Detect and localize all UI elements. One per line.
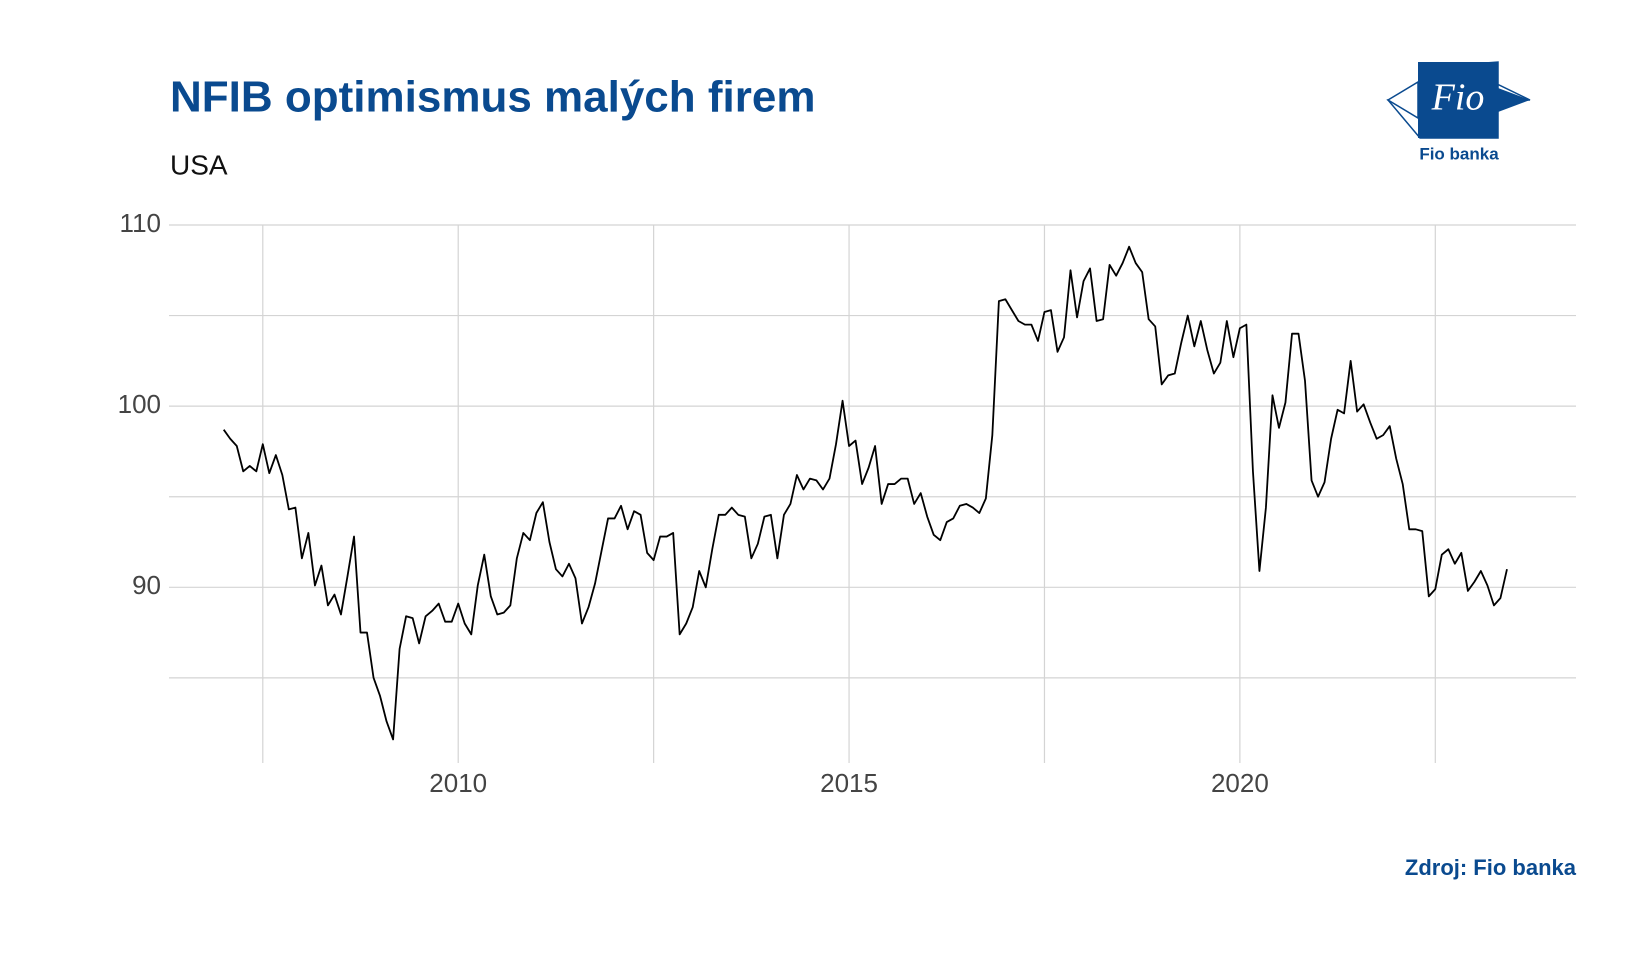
logo-text: Fio	[1431, 77, 1485, 119]
y-tick-label: 110	[120, 208, 161, 238]
logo-flag	[1418, 62, 1498, 138]
chart-title: NFIB optimismus malých firem	[170, 73, 815, 122]
x-tick-label: 2020	[1211, 768, 1269, 798]
source: Zdroj: Fio banka	[1405, 855, 1577, 880]
y-tick-label: 100	[118, 389, 161, 419]
x-tick-label: 2015	[820, 768, 878, 798]
logo: Fio Fio banka	[1386, 61, 1531, 163]
logo-tail	[1386, 80, 1419, 120]
logo-tip	[1498, 88, 1530, 112]
y-tick-label: 90	[132, 570, 161, 600]
chart-subtitle: USA	[170, 149, 228, 180]
x-tick-label: 2010	[429, 768, 487, 798]
logo-caption: Fio banka	[1419, 144, 1499, 163]
line	[222, 245, 1508, 741]
